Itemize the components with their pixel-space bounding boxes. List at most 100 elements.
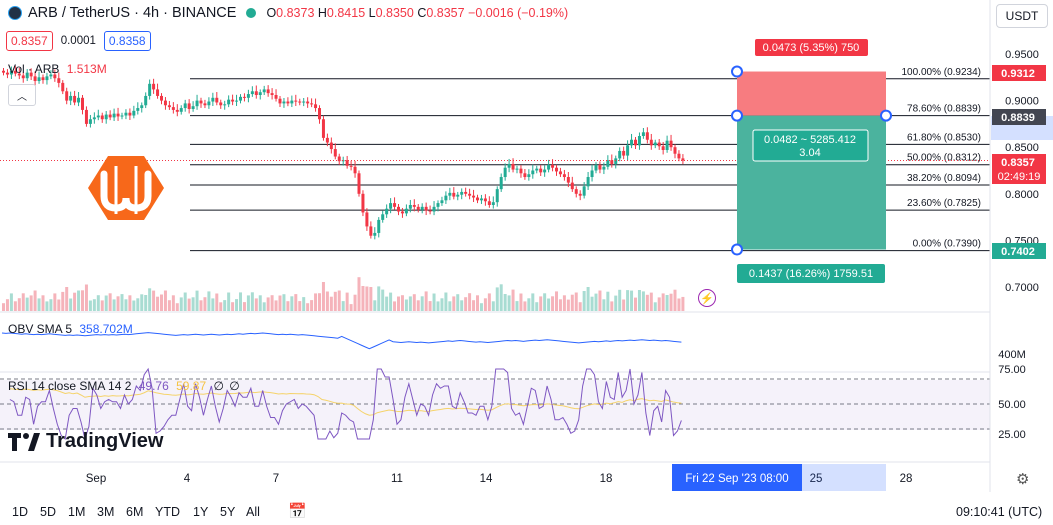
candle-body: [314, 104, 318, 109]
candle-body: [156, 89, 160, 96]
time-axis[interactable]: Sep 4 7 11 14 18 25 28 Fri 22 Sep '23 08:00: [0, 461, 990, 491]
volume-bar: [160, 294, 163, 311]
volume-bar: [681, 296, 685, 311]
candle-body: [33, 76, 37, 82]
obv-label: OBV SMA 5: [8, 322, 73, 336]
time-tick: 11: [391, 473, 403, 485]
volume-bar: [41, 295, 45, 311]
time-tick: 4: [184, 473, 191, 485]
symbol-title[interactable]: ARB / TetherUS · 4h · BINANCE: [28, 5, 237, 21]
volume-bar: [17, 298, 21, 311]
volume-bar: [479, 303, 483, 311]
volume-bar: [325, 291, 329, 311]
currency-selector[interactable]: USDT: [996, 4, 1048, 28]
time-cursor-label: Fri 22 Sep '23 08:00: [685, 473, 788, 485]
volume-bar: [191, 297, 195, 311]
time-cursor-box: [672, 464, 802, 491]
candle-body: [645, 132, 649, 140]
target-label-box: [755, 39, 868, 56]
price-axis[interactable]: 0.95000.90000.85000.80000.75000.7000400M…: [989, 0, 1053, 492]
volume-bar: [460, 300, 464, 311]
candle-body: [412, 204, 416, 207]
buy-button[interactable]: 0.8358: [103, 31, 151, 51]
tradingview-logo[interactable]: TradingView: [8, 430, 163, 453]
obv-line: [1, 332, 682, 350]
candle-body: [325, 137, 329, 143]
candle-body: [290, 100, 294, 104]
collapse-legend-button[interactable]: ︿: [8, 84, 36, 106]
candle-body: [120, 115, 124, 117]
volume-bar: [369, 287, 373, 311]
candle-body: [558, 171, 562, 175]
volume-bar: [112, 299, 116, 311]
volume-bar: [424, 291, 428, 311]
gear-icon[interactable]: ⚙: [1016, 471, 1030, 488]
volume-bar: [551, 296, 555, 311]
candle-body: [13, 70, 17, 74]
candle-body: [21, 75, 25, 79]
candle-body: [163, 100, 167, 106]
candle-body: [329, 142, 333, 150]
candle-body: [543, 169, 547, 173]
candle-body: [195, 100, 199, 107]
volume-bar: [250, 292, 254, 311]
volume-bar: [77, 290, 81, 311]
volume-bar: [156, 296, 160, 311]
candle-body: [614, 158, 618, 164]
volume-bar: [547, 298, 551, 311]
volume-bar: [669, 293, 673, 311]
volume-bar: [148, 288, 152, 311]
fib-label: 50.00% (0.8312): [907, 153, 981, 164]
timeframe-1d[interactable]: 1D: [12, 505, 28, 519]
volume-value: 1.513M: [66, 62, 107, 76]
volume-bar: [649, 292, 653, 311]
timeframe-1m[interactable]: 1M: [68, 505, 86, 519]
volume-bar: [183, 292, 187, 311]
candle-body: [491, 202, 495, 205]
volume-bar: [377, 286, 381, 311]
chevron-up-icon: ︿: [17, 91, 27, 103]
date-range-icon[interactable]: 📅: [288, 503, 307, 520]
volume-bar: [120, 294, 124, 311]
timeframe-1y[interactable]: 1Y: [193, 505, 209, 519]
candle-body: [179, 108, 183, 112]
volume-bar: [104, 295, 108, 311]
volume-bar: [132, 300, 136, 311]
fib-label: 0.00% (0.7390): [913, 239, 981, 250]
candle-body: [128, 112, 132, 116]
volume-bar: [404, 299, 408, 311]
long-position-tool[interactable]: 0.0473 (5.35%) 750 0.1437 (16.26%) 1759.5…: [731, 39, 892, 283]
high-value: 0.8415: [326, 6, 366, 20]
volume-bar: [606, 291, 610, 311]
candle-body: [535, 168, 539, 171]
chart-header: ARB / TetherUS · 4h · BINANCE O0.8373 H0…: [8, 5, 568, 21]
timeframe-5y[interactable]: 5Y: [220, 505, 236, 519]
timeframe-ytd[interactable]: YTD: [155, 505, 180, 519]
volume-bar: [653, 302, 657, 311]
volume-bar: [2, 303, 5, 311]
timeframe-6m[interactable]: 6M: [126, 505, 144, 519]
volume-bar: [96, 295, 100, 311]
candle-body: [258, 92, 262, 96]
volume-bar: [598, 290, 602, 311]
clock[interactable]: 09:10:41 (UTC): [956, 505, 1043, 519]
candle-body: [511, 163, 515, 170]
timeframe-3m[interactable]: 3M: [97, 505, 115, 519]
volume-bar: [187, 298, 191, 311]
obv-legend: OBV SMA 5 358.702M: [8, 322, 133, 336]
sell-button[interactable]: 0.8357: [6, 31, 53, 51]
market-open-icon: [246, 8, 257, 18]
candle-body: [460, 191, 464, 195]
candle-body: [369, 226, 373, 236]
lightning-icon[interactable]: ⚡: [698, 289, 716, 307]
timeframe-all[interactable]: All: [246, 505, 260, 519]
candle-body: [483, 198, 487, 202]
rsi-value: 49.76: [138, 379, 169, 393]
candle-body: [227, 99, 231, 105]
volume-bar: [33, 290, 37, 311]
volume-bar: [195, 290, 199, 311]
timeframe-5d[interactable]: 5D: [40, 505, 56, 519]
tradingview-logo-icon: [8, 432, 40, 451]
volume-bar: [163, 290, 167, 311]
